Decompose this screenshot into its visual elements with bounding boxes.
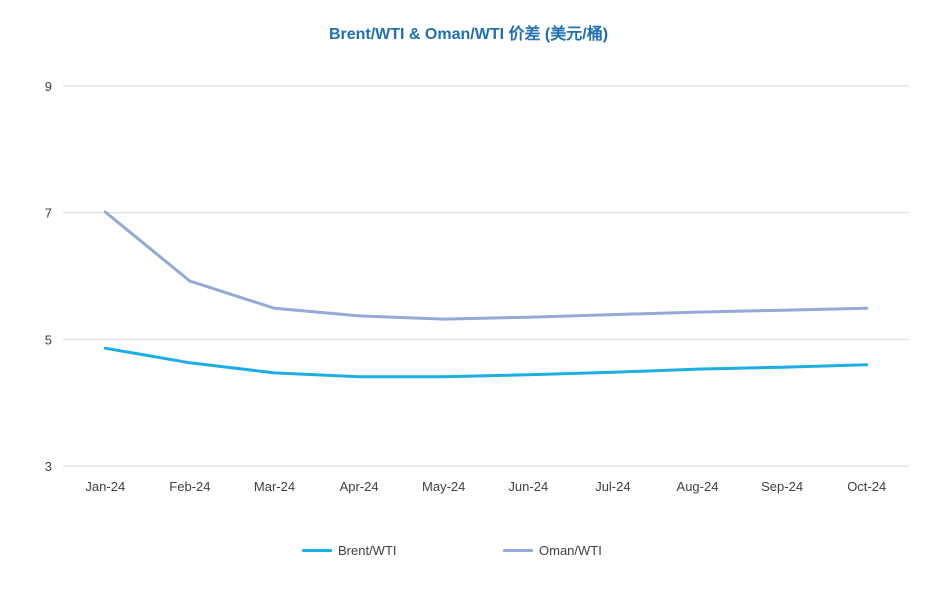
x-tick-label: Mar-24 bbox=[254, 479, 295, 494]
x-axis-ticks: Jan-24 Feb-24 Mar-24 Apr-24 May-24 Jun-24 Jul-… bbox=[85, 479, 886, 494]
x-tick-label: Oct-24 bbox=[847, 479, 886, 494]
y-tick-label: 3 bbox=[45, 459, 52, 474]
series-line-brent-wti bbox=[103, 346, 869, 379]
legend-item-oman-wti: Oman/WTI bbox=[503, 543, 602, 558]
y-tick-label: 9 bbox=[45, 79, 52, 94]
x-tick-label: Aug-24 bbox=[677, 479, 719, 494]
y-tick-label: 5 bbox=[45, 332, 52, 347]
legend-swatch-brent-wti bbox=[302, 549, 332, 552]
legend-label-oman-wti: Oman/WTI bbox=[539, 543, 602, 558]
x-tick-label: Apr-24 bbox=[340, 479, 379, 494]
x-tick-label: Feb-24 bbox=[169, 479, 210, 494]
y-axis-ticks: 3 5 7 9 bbox=[45, 79, 52, 474]
x-tick-label: Sep-24 bbox=[761, 479, 803, 494]
x-tick-label: May-24 bbox=[422, 479, 465, 494]
series-line-oman-wti bbox=[103, 210, 869, 321]
x-tick-label: Jan-24 bbox=[85, 479, 125, 494]
gridlines bbox=[63, 85, 909, 467]
legend-item-brent-wti: Brent/WTI bbox=[302, 543, 397, 558]
x-tick-label: Jun-24 bbox=[508, 479, 548, 494]
legend: Brent/WTI Oman/WTI bbox=[0, 543, 937, 563]
chart-title: Brent/WTI & Oman/WTI 价差 (美元/桶) bbox=[328, 26, 609, 43]
x-tick-label: Jul-24 bbox=[595, 479, 630, 494]
legend-swatch-oman-wti bbox=[503, 549, 533, 552]
series-lines bbox=[103, 210, 869, 379]
legend-label-brent-wti: Brent/WTI bbox=[338, 543, 397, 558]
y-tick-label: 7 bbox=[45, 206, 52, 221]
